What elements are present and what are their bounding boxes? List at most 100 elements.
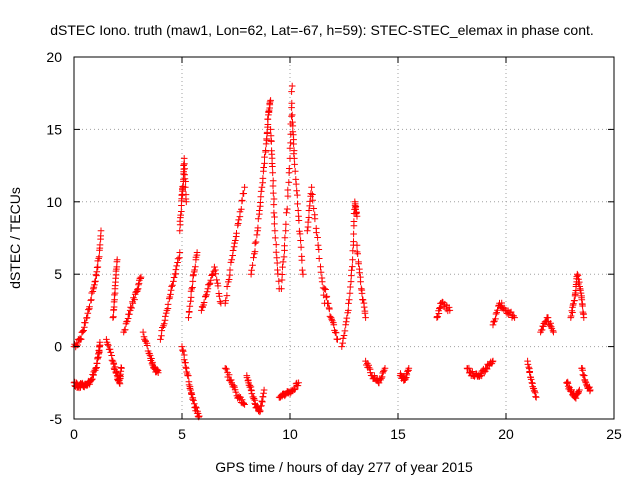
x-tick-label: 15 (390, 426, 406, 442)
data-point (326, 305, 333, 313)
data-point (286, 145, 294, 152)
data-point (310, 205, 317, 212)
data-point (88, 289, 95, 297)
data-point (259, 175, 267, 182)
data-point (446, 307, 454, 314)
data-point (526, 368, 533, 375)
data-point (345, 296, 353, 303)
data-point (294, 200, 301, 208)
data-point (342, 318, 350, 326)
data-point (550, 328, 557, 336)
data-point (173, 262, 180, 270)
data-point (241, 184, 248, 191)
data-point (203, 288, 211, 295)
data-point (567, 312, 575, 320)
data-point (240, 190, 247, 197)
data-point (338, 343, 346, 350)
data-point (157, 336, 164, 343)
data-point (189, 284, 196, 291)
data-point (489, 358, 496, 366)
data-point (281, 242, 288, 250)
data-point (281, 234, 289, 242)
data-point (178, 192, 186, 199)
data-point (349, 256, 356, 263)
data-point (299, 270, 307, 278)
data-point (347, 283, 354, 291)
data-point (91, 278, 99, 286)
data-point (269, 182, 277, 190)
data-point (267, 97, 274, 104)
data-point (527, 376, 535, 383)
data-point (269, 163, 276, 170)
data-point (317, 268, 325, 276)
data-point (127, 303, 134, 311)
data-point (185, 314, 192, 321)
data-point (200, 299, 208, 306)
data-point (257, 188, 265, 195)
data-point (92, 277, 99, 285)
data-point (346, 289, 354, 297)
data-point (103, 336, 110, 343)
data-point (178, 208, 185, 215)
data-point (167, 291, 174, 298)
data-point (241, 401, 248, 408)
data-point (137, 273, 145, 281)
data-point (294, 382, 302, 389)
data-point (196, 412, 203, 420)
data-point (580, 372, 588, 379)
chart-title: dSTEC Iono. truth (maw1, Lon=62, Lat=-67… (50, 22, 594, 38)
data-point (207, 277, 215, 284)
y-tick-label: 15 (46, 121, 62, 137)
data-point (580, 314, 588, 321)
data-point (353, 248, 361, 256)
data-point (255, 215, 262, 223)
data-point (74, 341, 81, 349)
data-point (256, 207, 263, 214)
data-point (507, 308, 515, 316)
data-point (309, 191, 316, 198)
data-point (172, 266, 180, 273)
data-point (356, 269, 363, 276)
data-point (222, 297, 229, 304)
data-point (349, 247, 357, 255)
data-point (223, 283, 231, 290)
data-point (106, 346, 114, 353)
data-point (226, 266, 234, 274)
data-point (288, 113, 295, 120)
y-tick-label: -5 (50, 411, 63, 427)
data-point (483, 365, 491, 373)
data-point (261, 160, 268, 167)
data-point (182, 178, 189, 185)
data-point (251, 248, 259, 255)
data-point (278, 285, 285, 292)
data-point (79, 328, 87, 335)
data-point (304, 227, 311, 235)
x-tick-label: 25 (606, 426, 622, 442)
data-point (187, 294, 195, 301)
data-point (290, 140, 297, 148)
data-point (511, 314, 518, 321)
data-point (94, 354, 101, 361)
data-point (180, 356, 188, 363)
data-point (445, 304, 453, 311)
data-point (489, 357, 497, 365)
data-point (272, 241, 280, 248)
data-point (305, 207, 313, 214)
data-point (212, 270, 219, 277)
data-point (571, 297, 578, 304)
data-point (191, 266, 198, 274)
data-point (124, 318, 131, 325)
data-point (576, 386, 583, 394)
data-point (315, 255, 323, 262)
data-point (111, 363, 119, 371)
y-tick-label: 0 (54, 339, 62, 355)
data-point (269, 169, 276, 177)
data-point (379, 369, 386, 377)
data-point (84, 310, 92, 317)
data-point (532, 393, 539, 400)
data-point (272, 248, 280, 256)
data-point (216, 292, 223, 300)
data-point (254, 224, 262, 232)
data-point (213, 276, 220, 284)
